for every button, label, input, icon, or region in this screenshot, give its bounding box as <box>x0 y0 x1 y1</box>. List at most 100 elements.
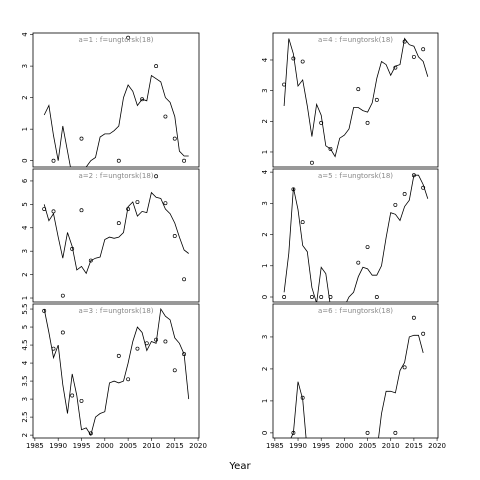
observed-point <box>393 430 398 435</box>
observed-point <box>172 234 177 238</box>
y-tick-label: 2 <box>261 119 269 123</box>
x-tick-label: 2000 <box>335 442 353 450</box>
panel <box>282 37 429 165</box>
observed-point <box>411 173 416 178</box>
observed-point <box>60 330 65 335</box>
observed-point <box>126 35 131 40</box>
panel-title: a=1 : f=ungtorsk(18) <box>78 36 153 44</box>
y-tick-label: 4.5 <box>21 339 29 350</box>
panel <box>42 307 190 437</box>
observed-point <box>374 295 379 299</box>
y-tick-label: 3 <box>21 249 29 253</box>
y-tick-label: 0 <box>21 158 29 162</box>
observed-point <box>319 295 324 299</box>
x-axis-label: Year <box>228 461 251 472</box>
panel-title: a=6 : f=ungtorsk(18) <box>318 307 393 315</box>
fit-line <box>290 334 424 438</box>
y-tick-label: 1 <box>261 264 269 268</box>
observed-point <box>402 39 407 44</box>
x-tick-label: 1985 <box>266 442 284 450</box>
observed-point <box>172 136 177 141</box>
x-tick-label: 2005 <box>119 442 137 450</box>
x-tick-label: 2010 <box>143 442 161 450</box>
observed-point <box>135 200 140 204</box>
panel-title: a=3 : f=ungtorsk(18) <box>78 307 153 315</box>
x-tick-label: 2015 <box>405 442 423 450</box>
x-tick-label: 2010 <box>382 442 400 450</box>
y-tick-label: 6 <box>21 178 29 183</box>
x-tick-label: 1990 <box>49 442 67 450</box>
observed-point <box>356 87 361 92</box>
observed-point <box>79 208 84 213</box>
observed-point <box>365 430 370 435</box>
y-tick-label: 2 <box>261 232 269 236</box>
observed-point <box>182 277 187 282</box>
observed-point <box>282 295 287 299</box>
y-tick-label: 4 <box>21 225 29 230</box>
y-tick-label: 3 <box>261 335 269 339</box>
observed-point <box>356 260 361 265</box>
observed-point <box>163 114 168 119</box>
x-tick-label: 1995 <box>73 442 91 450</box>
observed-point <box>126 207 131 211</box>
y-tick-label: 5 <box>21 202 29 206</box>
panel-title: a=5 : f=ungtorsk(18) <box>318 172 393 180</box>
observed-point <box>291 430 296 435</box>
observed-point <box>116 221 121 226</box>
fit-line <box>43 74 189 167</box>
fit-line <box>43 191 189 275</box>
panel-title: a=4 : f=ungtorsk(18) <box>318 36 393 44</box>
fit-line <box>283 37 429 158</box>
observed-point <box>393 65 398 70</box>
panel-frame <box>272 168 439 303</box>
panel <box>43 35 189 167</box>
y-tick-label: 3 <box>261 88 269 92</box>
observed-point <box>411 315 416 320</box>
observed-point <box>309 295 314 299</box>
y-tick-label: 2 <box>21 272 29 276</box>
y-tick-label: 4 <box>261 57 269 62</box>
fit-line <box>43 307 190 437</box>
observed-point <box>135 346 140 351</box>
observed-point <box>319 120 324 125</box>
observed-point <box>126 377 131 382</box>
panel-frame <box>32 168 200 303</box>
observed-point <box>421 185 426 190</box>
observed-point <box>182 352 187 357</box>
observed-point <box>42 308 47 313</box>
observed-point <box>282 82 287 87</box>
y-tick-label: 1 <box>261 399 269 403</box>
panel <box>282 173 429 302</box>
observed-point <box>365 120 370 125</box>
observed-point <box>88 431 93 436</box>
observed-point <box>154 337 159 342</box>
y-tick-label: 3 <box>21 397 29 401</box>
observed-point <box>51 158 56 163</box>
observed-point <box>328 146 333 151</box>
y-tick-label: 2 <box>261 367 269 371</box>
observed-point <box>300 395 305 400</box>
observed-point <box>163 339 168 344</box>
y-tick-label: 2.5 <box>21 412 29 423</box>
observed-point <box>374 97 379 102</box>
panel-frame <box>272 32 439 168</box>
observed-point <box>402 192 407 196</box>
observed-point <box>393 202 398 207</box>
observed-point <box>79 398 84 403</box>
x-tick-label: 1985 <box>26 442 44 450</box>
observed-point <box>172 368 177 373</box>
observed-point <box>60 293 65 298</box>
y-tick-label: 1 <box>21 296 29 300</box>
observed-point <box>328 295 333 299</box>
observed-point <box>154 174 159 179</box>
observed-point <box>291 56 296 61</box>
y-tick-label: 0 <box>261 431 269 435</box>
y-tick-label: 3 <box>261 201 269 205</box>
y-tick-label: 1 <box>21 127 29 131</box>
panel <box>290 315 426 438</box>
panel-frame <box>32 303 200 439</box>
y-tick-label: 4 <box>21 32 29 37</box>
y-tick-label: 5.5 <box>21 303 29 314</box>
x-tick-label: 1995 <box>312 442 330 450</box>
